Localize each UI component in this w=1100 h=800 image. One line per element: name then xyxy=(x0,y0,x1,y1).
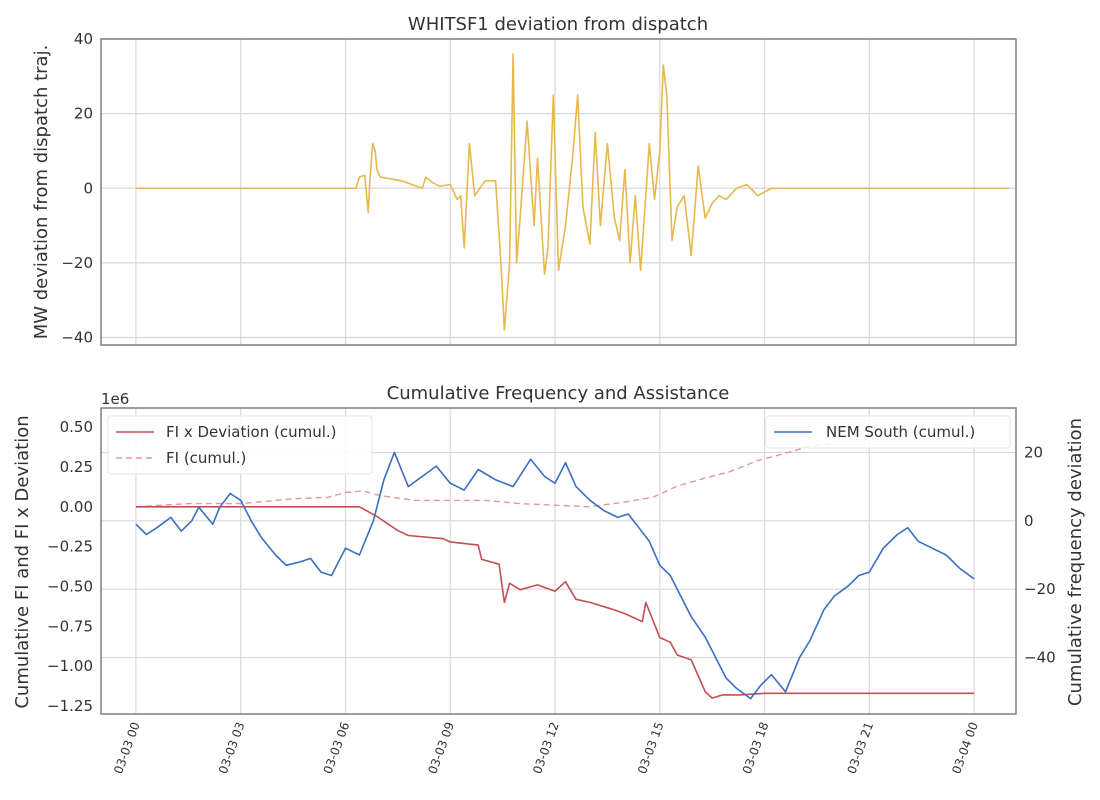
series-line-fi-cumul xyxy=(135,442,835,508)
bottom-chart-title: Cumulative Frequency and Assistance xyxy=(387,383,730,404)
bottom-y2-tick-label: −20 xyxy=(1024,580,1056,598)
bottom-y2-tick-label: −40 xyxy=(1024,649,1056,667)
bottom-chart: −1.25 −1.00 −0.75 −0.50 −0.25 0.00 0.25 0.50 −4… xyxy=(12,383,1086,776)
bottom-y-tick-label: 0.25 xyxy=(60,458,93,476)
bottom-y-axis-label: Cumulative FI and FI x Deviation xyxy=(12,415,33,708)
legend-right-box xyxy=(765,415,1011,449)
top-y-tick-label: −40 xyxy=(61,329,93,347)
bottom-y2-tick-label: 20 xyxy=(1024,443,1043,461)
legend-label-fi: FI (cumul.) xyxy=(166,449,246,467)
bottom-y-tick-label: 0.50 xyxy=(60,418,93,436)
top-series xyxy=(135,53,1009,331)
bottom-y-tick-label: −0.75 xyxy=(47,617,93,635)
top-y-axis-label: MW deviation from dispatch traj. xyxy=(31,45,52,340)
top-chart-title: WHITSF1 deviation from dispatch xyxy=(408,14,708,35)
top-y-tick-label: −20 xyxy=(61,254,93,272)
top-plot-frame xyxy=(100,38,1017,346)
y-offset-label: 1e6 xyxy=(101,390,129,408)
bottom-x-ticks: 03-03 00 03-03 03 03-03 06 03-03 09 03-03 12… xyxy=(111,720,981,775)
x-tick-label: 03-03 09 xyxy=(425,720,457,775)
x-tick-label: 03-03 00 xyxy=(111,720,143,775)
top-y-ticks: −40 −20 0 20 40 xyxy=(61,30,93,347)
bottom-y2-axis-label: Cumulative frequency deviation xyxy=(1065,418,1086,706)
top-gridlines xyxy=(101,38,1016,345)
bottom-y-tick-label: −0.50 xyxy=(47,578,93,596)
bottom-plot-frame xyxy=(100,407,1017,715)
x-tick-label: 03-03 12 xyxy=(530,720,562,775)
series-line-fi-x-deviation xyxy=(135,506,975,699)
x-tick-label: 03-03 18 xyxy=(740,720,772,775)
legend-left-box xyxy=(107,415,373,475)
x-tick-label: 03-03 03 xyxy=(216,720,248,775)
top-y-tick-label: 0 xyxy=(83,179,93,197)
legend-left: FI x Deviation (cumul.) FI (cumul.) xyxy=(107,415,373,475)
top-y-tick-label: 20 xyxy=(74,105,93,123)
top-y-tick-label: 40 xyxy=(74,30,93,48)
bottom-y2-tick-label: 0 xyxy=(1024,512,1034,530)
bottom-y-tick-label: −0.25 xyxy=(47,538,93,556)
bottom-series xyxy=(135,442,975,700)
top-chart: −40 −20 0 20 40 WHITSF1 deviation from dispa… xyxy=(31,14,1017,347)
bottom-y-tick-label: −1.00 xyxy=(47,657,93,675)
legend-right: NEM South (cumul.) xyxy=(765,415,1011,449)
bottom-y-tick-label: −1.25 xyxy=(47,697,93,715)
x-tick-label: 03-04 00 xyxy=(949,720,981,775)
legend-label-fi-x-deviation: FI x Deviation (cumul.) xyxy=(166,423,337,441)
x-tick-label: 03-03 21 xyxy=(845,720,877,775)
series-line-nem-south xyxy=(135,451,975,700)
series-line-whitsf1-deviation xyxy=(135,53,1009,331)
x-tick-label: 03-03 06 xyxy=(321,720,353,775)
bottom-left-y-ticks: −1.25 −1.00 −0.75 −0.50 −0.25 0.00 0.25 0.50 xyxy=(47,418,93,715)
x-tick-label: 03-03 15 xyxy=(635,720,667,775)
legend-label-nem-south: NEM South (cumul.) xyxy=(826,423,975,441)
bottom-y-tick-label: 0.00 xyxy=(60,498,93,516)
bottom-right-y-ticks: −40 −20 0 20 xyxy=(1024,443,1056,666)
